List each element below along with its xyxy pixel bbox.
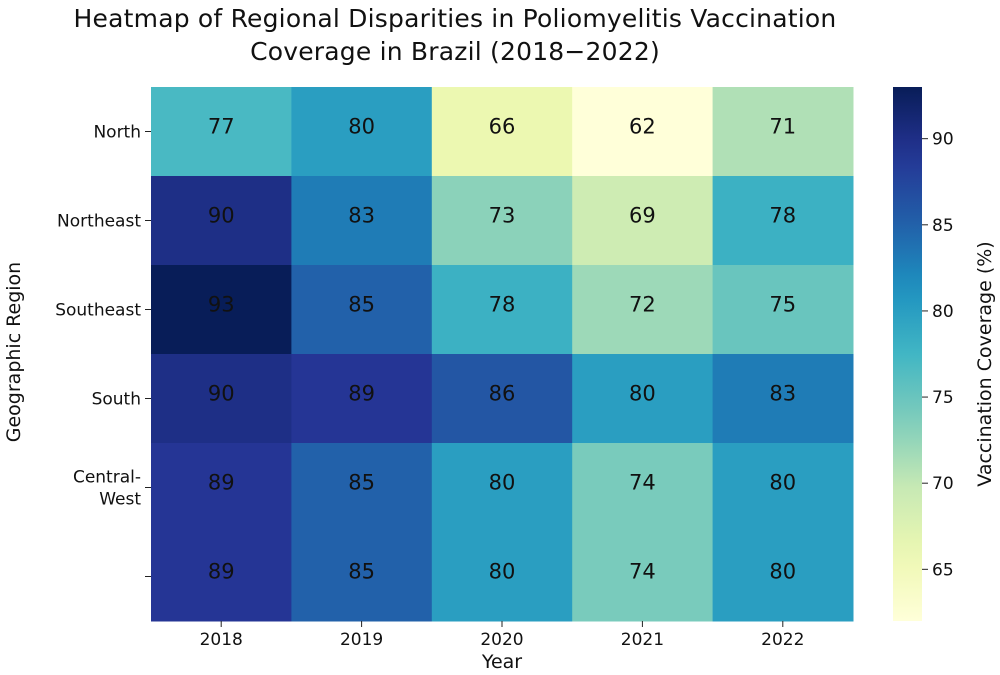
- cell-value-label: 62: [629, 115, 656, 139]
- cell-value-label: 85: [348, 471, 375, 495]
- cell-value-label: 78: [769, 204, 796, 228]
- colorbar-tick-label: 65: [932, 560, 954, 580]
- x-tick-label: 2021: [621, 630, 664, 650]
- heatmap-cell: [291, 265, 433, 355]
- cell-value-label: 80: [769, 471, 796, 495]
- y-tick-label: Northeast: [57, 212, 141, 232]
- heatmap-cell: [291, 354, 433, 444]
- heatmap-cell: [431, 532, 573, 622]
- y-tick-label: South: [92, 390, 141, 410]
- cell-value-label: 89: [348, 382, 375, 406]
- x-tick-label: 2022: [761, 630, 804, 650]
- y-tick-label: Southeast: [55, 301, 141, 321]
- heatmap-cell: [151, 176, 292, 266]
- cell-value-label: 83: [348, 204, 375, 228]
- heatmap-cell: [151, 443, 292, 533]
- cell-value-label: 90: [208, 204, 235, 228]
- heatmap-cell: [291, 87, 433, 177]
- heatmap-cell: [431, 265, 573, 355]
- heatmap-cell: [712, 265, 854, 355]
- chart-title-line-1: Heatmap of Regional Disparities in Polio…: [73, 4, 837, 33]
- cell-value-label: 69: [629, 204, 656, 228]
- heatmap-cell: [431, 87, 573, 177]
- cell-value-label: 72: [629, 293, 656, 317]
- cell-value-label: 80: [629, 382, 656, 406]
- colorbar-title: Vaccination Coverage (%): [974, 241, 996, 486]
- x-axis-title: Year: [481, 651, 522, 673]
- heatmap-cell: [712, 354, 854, 444]
- heatmap-cell: [151, 265, 292, 355]
- colorbar-tick-label: 90: [932, 130, 954, 150]
- cell-value-label: 89: [208, 471, 235, 495]
- heatmap-cell: [431, 176, 573, 266]
- cell-value-label: 90: [208, 382, 235, 406]
- cell-value-label: 74: [629, 471, 656, 495]
- heatmap-cell: [431, 354, 573, 444]
- cell-value-label: 66: [489, 115, 516, 139]
- heatmap-cell: [572, 532, 714, 622]
- heatmap-cell-labels: 77 80 66 62 71 90 83 73 69 78 93 85 78 72 75 90 89 86 80 83…: [208, 115, 796, 584]
- cell-value-label: 85: [348, 560, 375, 584]
- heatmap-cell: [431, 443, 573, 533]
- cell-value-label: 80: [489, 560, 516, 584]
- heatmap-cell: [151, 354, 292, 444]
- cell-value-label: 80: [489, 471, 516, 495]
- x-axis: 2018 2019 2020 2021 2022: [200, 621, 804, 650]
- cell-value-label: 85: [348, 293, 375, 317]
- heatmap-cells: [151, 87, 854, 622]
- colorbar-tick-label: 75: [932, 388, 954, 408]
- cell-value-label: 86: [489, 382, 516, 406]
- heatmap-cell: [572, 87, 714, 177]
- cell-value-label: 80: [769, 560, 796, 584]
- heatmap-cell: [712, 87, 854, 177]
- y-axis-title: Geographic Region: [3, 262, 25, 442]
- heatmap-cell: [572, 176, 714, 266]
- cell-value-label: 75: [769, 293, 796, 317]
- heatmap-cell: [291, 443, 433, 533]
- y-tick-label: Central-West: [73, 468, 141, 510]
- cell-value-label: 83: [769, 382, 796, 406]
- cell-value-label: 73: [489, 204, 516, 228]
- cell-value-label: 74: [629, 560, 656, 584]
- colorbar: [893, 87, 922, 621]
- y-axis: North Northeast Southeast South Central-West: [55, 123, 151, 577]
- colorbar-tick-label: 85: [932, 216, 954, 236]
- heatmap-cell: [151, 87, 292, 177]
- heatmap-cell: [712, 176, 854, 266]
- colorbar-tick-label: 70: [932, 474, 954, 494]
- cell-value-label: 93: [208, 293, 235, 317]
- cell-value-label: 78: [489, 293, 516, 317]
- heatmap-cell: [572, 354, 714, 444]
- heatmap-cell: [291, 532, 433, 622]
- x-tick-label: 2020: [480, 630, 523, 650]
- heatmap-cell: [712, 443, 854, 533]
- colorbar-ticks: 65 70 75 80 85 90: [922, 130, 954, 580]
- x-tick-label: 2019: [340, 630, 383, 650]
- y-tick-label: North: [93, 123, 141, 143]
- cell-value-label: 71: [769, 115, 796, 139]
- x-tick-label: 2018: [200, 630, 243, 650]
- cell-value-label: 77: [208, 115, 235, 139]
- colorbar-tick-label: 80: [932, 302, 954, 322]
- cell-value-label: 80: [348, 115, 375, 139]
- chart-title: Heatmap of Regional Disparities in Polio…: [0, 2, 910, 68]
- heatmap-cell: [572, 443, 714, 533]
- heatmap-cell: [572, 265, 714, 355]
- heatmap-cell: [291, 176, 433, 266]
- chart-title-line-2: Coverage in Brazil (2018−2022): [250, 37, 660, 66]
- heatmap-cell: [151, 532, 292, 622]
- heatmap-cell: [712, 532, 854, 622]
- cell-value-label: 89: [208, 560, 235, 584]
